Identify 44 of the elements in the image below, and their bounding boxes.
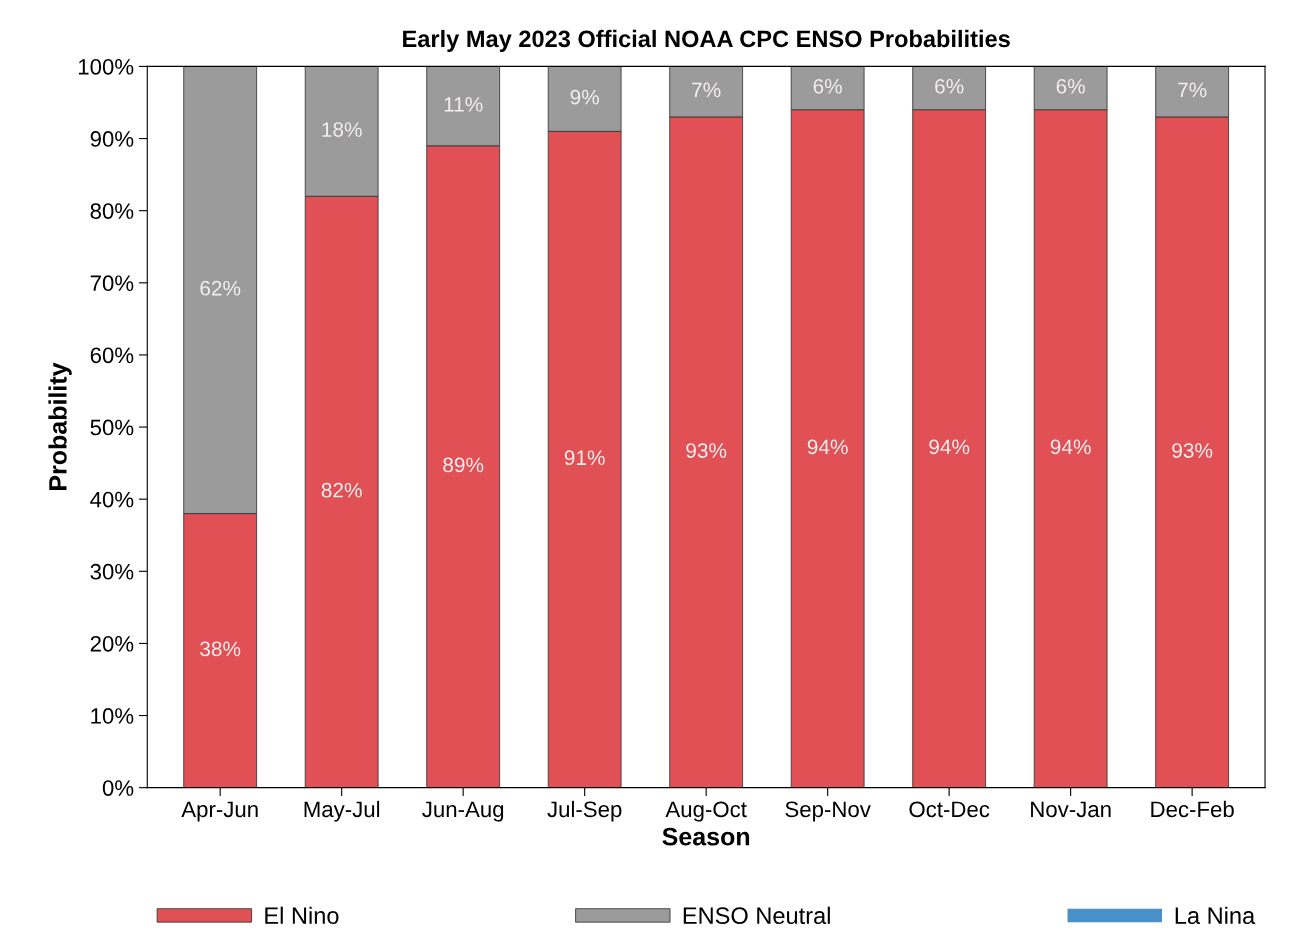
data-label: 7% bbox=[692, 82, 721, 98]
data-label: 89% bbox=[443, 457, 484, 473]
data-label: 91% bbox=[564, 450, 605, 466]
y-tick-label: 90% bbox=[90, 131, 134, 147]
data-label: 62% bbox=[200, 280, 241, 296]
legend-label: La Nina bbox=[1175, 906, 1256, 925]
data-label: 6% bbox=[813, 78, 842, 94]
data-label: 82% bbox=[321, 482, 362, 498]
y-tick-label: 60% bbox=[90, 347, 134, 364]
legend-label: ENSO Neutral bbox=[683, 906, 830, 925]
chart-title: Early May 2023 Official NOAA CPC ENSO Probabilities bbox=[403, 29, 1010, 52]
data-label: 93% bbox=[686, 443, 727, 458]
x-tick-label: Aug-Oct bbox=[665, 801, 747, 822]
data-label: 94% bbox=[807, 439, 848, 455]
y-tick-label: 0% bbox=[102, 780, 134, 796]
y-axis-title: Probability bbox=[48, 362, 72, 490]
data-label: 38% bbox=[200, 641, 241, 657]
x-tick-label: Jun-Aug bbox=[422, 801, 504, 822]
x-tick-label: Nov-Jan bbox=[1031, 801, 1111, 818]
x-tick-label: Jul-Sep bbox=[547, 800, 622, 822]
y-tick-label: 80% bbox=[90, 203, 134, 219]
legend-label: El Nino bbox=[265, 906, 339, 925]
data-label: 9% bbox=[570, 89, 599, 105]
y-tick-label: 70% bbox=[90, 275, 134, 292]
x-tick-label: May-Jul bbox=[304, 800, 380, 822]
data-label: 7% bbox=[1178, 82, 1207, 98]
x-tick-label: Sep-Nov bbox=[785, 801, 871, 822]
y-tick-label: 40% bbox=[90, 491, 134, 508]
data-label: 18% bbox=[322, 122, 362, 137]
y-tick-label: 50% bbox=[90, 419, 134, 436]
y-tick-label: 100% bbox=[78, 58, 134, 75]
x-tick-label: Dec-Feb bbox=[1151, 800, 1234, 818]
y-tick-label: 30% bbox=[90, 563, 134, 580]
y-tick-label: 10% bbox=[91, 708, 134, 724]
x-axis-title: Season bbox=[662, 827, 750, 846]
data-label: 93% bbox=[1172, 443, 1213, 458]
data-label: 6% bbox=[935, 78, 964, 94]
y-tick-label: 20% bbox=[90, 635, 134, 652]
x-tick-label: Apr-Jun bbox=[181, 801, 258, 822]
data-label: 94% bbox=[1050, 439, 1091, 455]
data-label: 11% bbox=[444, 97, 483, 112]
x-tick-label: Oct-Dec bbox=[909, 801, 990, 818]
data-label: 94% bbox=[929, 439, 970, 455]
data-label: 6% bbox=[1056, 78, 1085, 94]
